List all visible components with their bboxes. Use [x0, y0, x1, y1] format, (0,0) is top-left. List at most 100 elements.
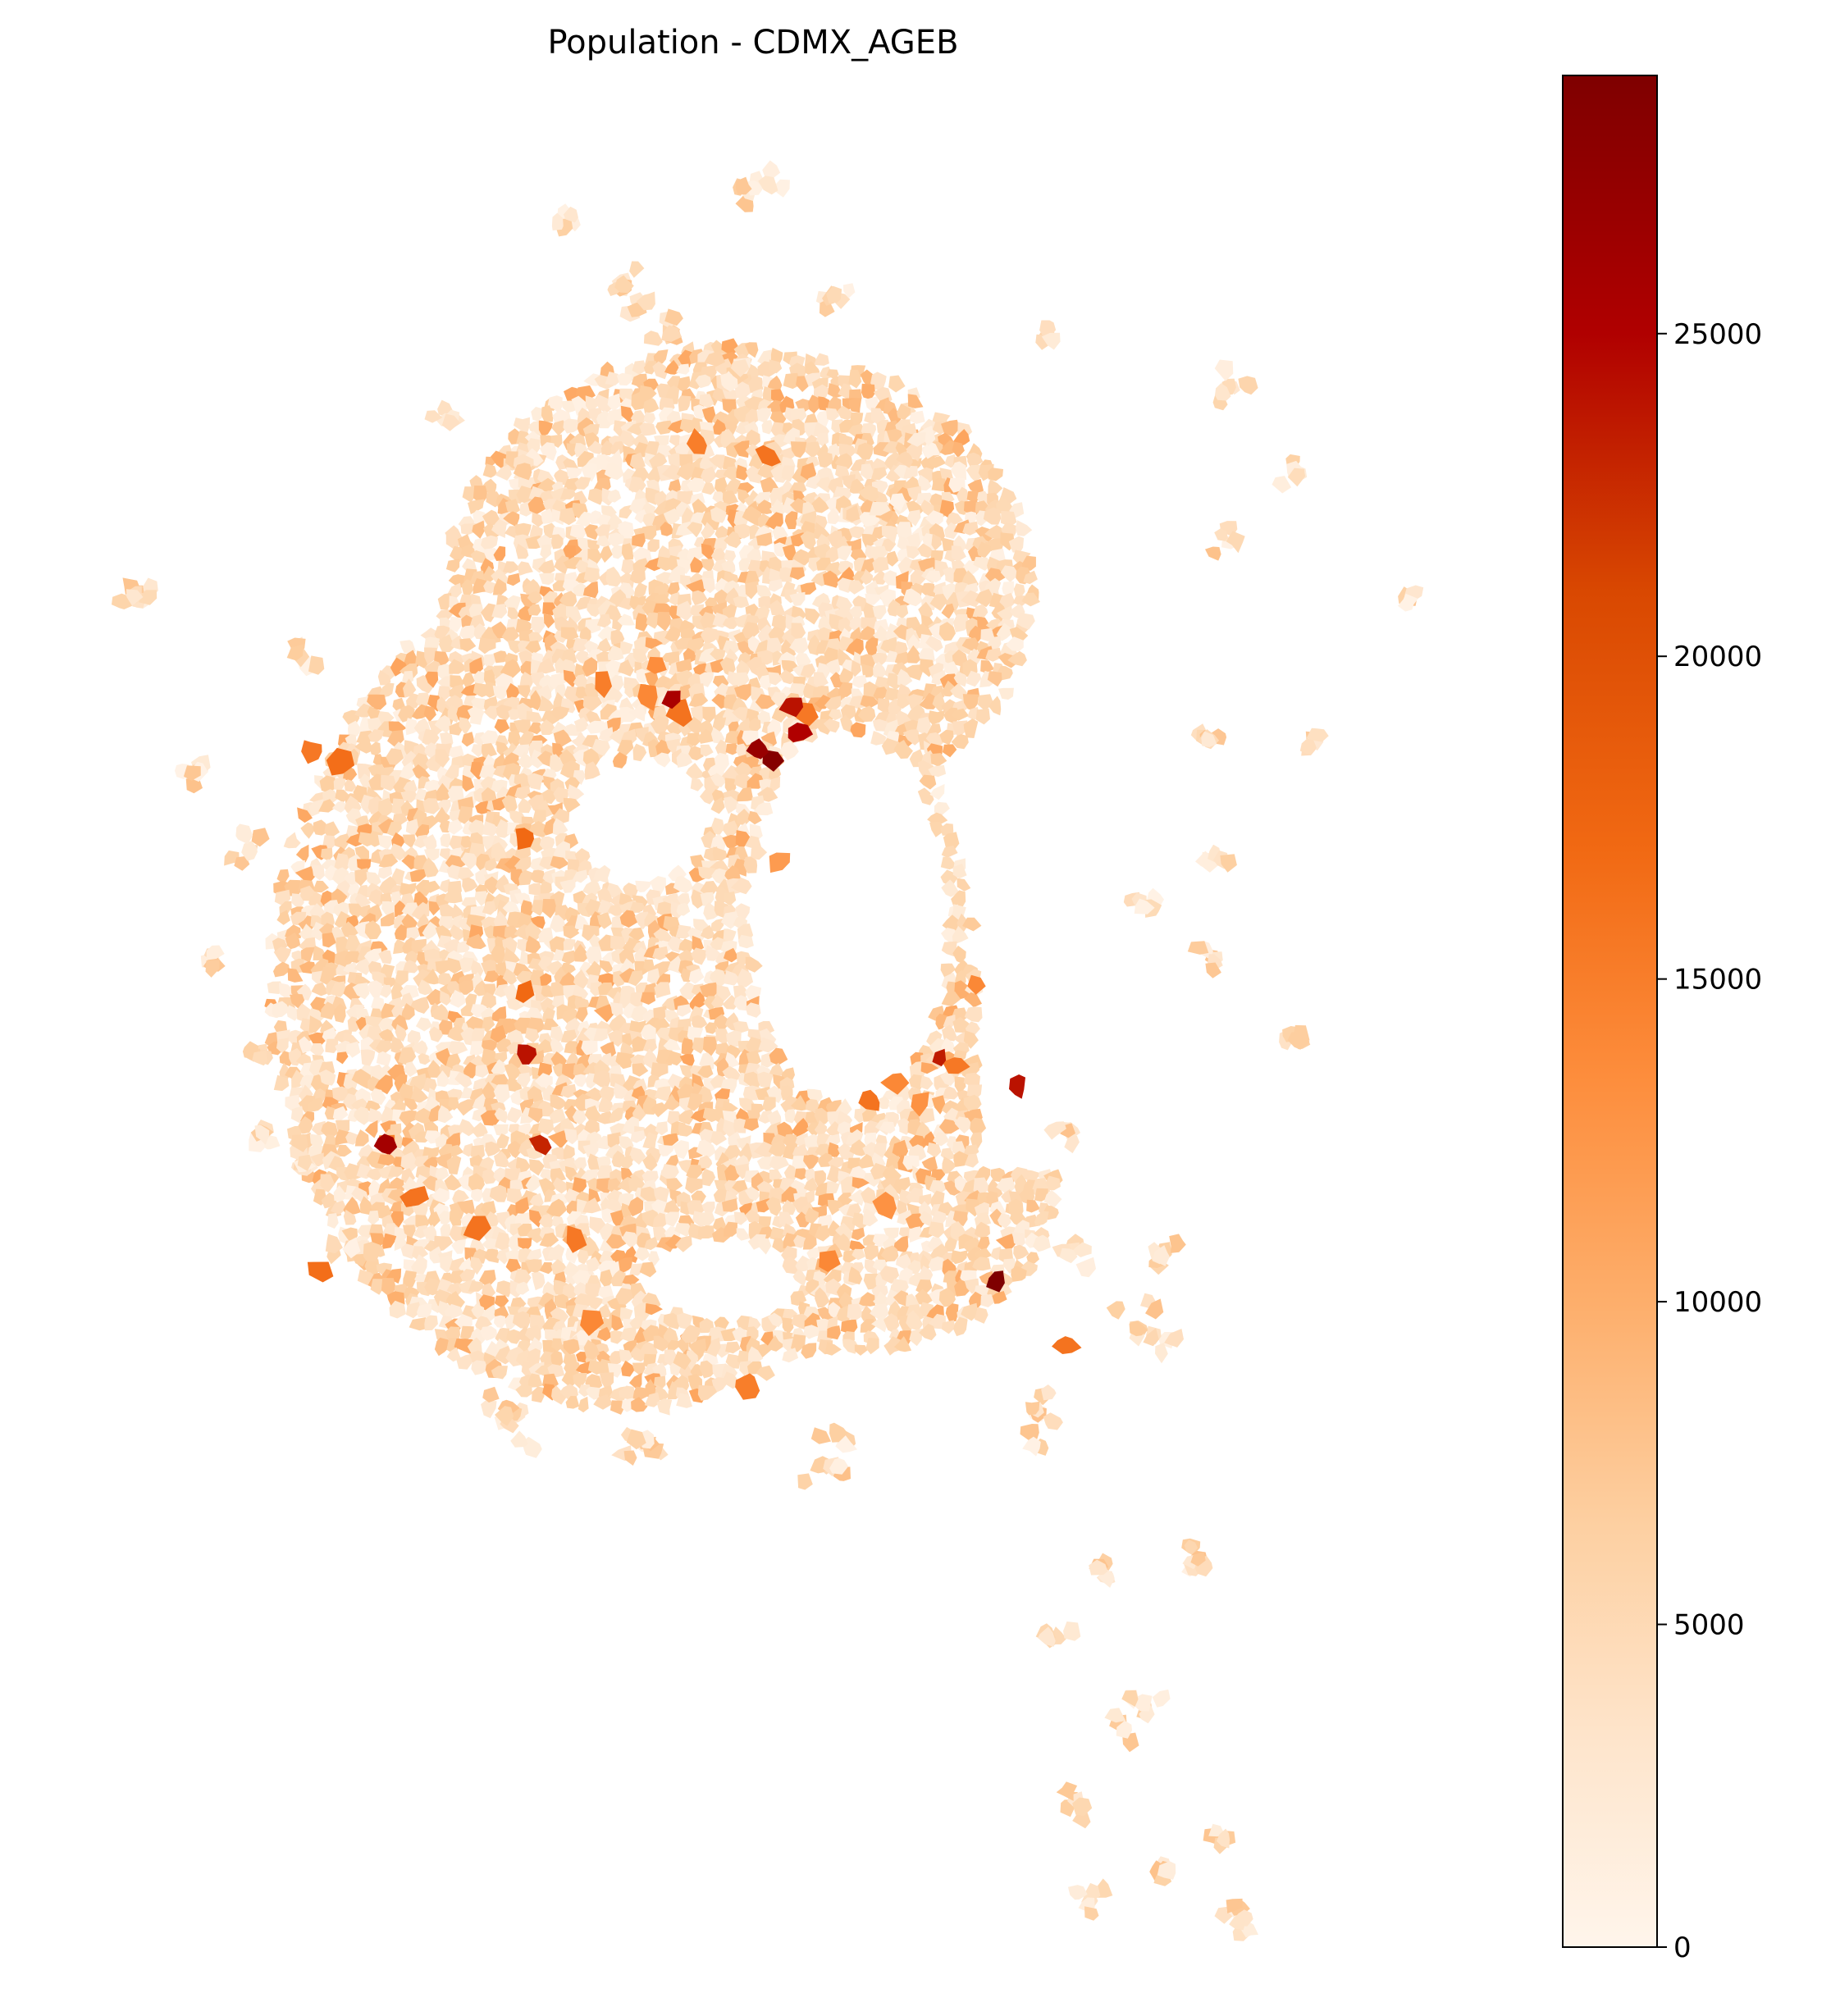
ageb-polygon [482, 1016, 495, 1033]
ageb-polygon [516, 1072, 531, 1089]
ageb-polygon [541, 899, 557, 919]
ageb-polygon [447, 705, 461, 723]
ageb-polygon [550, 1307, 569, 1324]
ageb-polygon [724, 571, 740, 586]
ageb-polygon [815, 1170, 826, 1187]
ageb-polygon [377, 797, 395, 819]
ageb-polygon [495, 1406, 514, 1426]
ageb-polygon [539, 836, 555, 851]
ageb-polygon [902, 729, 922, 746]
ageb-polygon [736, 176, 752, 195]
ageb-polygon [493, 545, 506, 561]
ageb-polygon [683, 648, 697, 663]
ageb-polygon [852, 674, 868, 688]
ageb-polygon [747, 1346, 764, 1365]
ageb-polygon [941, 603, 955, 619]
ageb-polygon [330, 981, 346, 997]
ageb-polygon [744, 342, 759, 358]
ageb-polygon [450, 924, 467, 942]
ageb-polygon [495, 1051, 508, 1064]
ageb-polygon [966, 670, 982, 687]
ageb-polygon [766, 637, 783, 656]
ageb-polygon [386, 748, 404, 765]
ageb-polygon [402, 960, 419, 974]
ageb-polygon [532, 512, 547, 527]
ageb-polygon [745, 1002, 761, 1018]
ageb-polygon [291, 893, 304, 910]
ageb-polygon [702, 1037, 718, 1056]
ageb-polygon [942, 1156, 957, 1174]
ageb-polygon [848, 369, 862, 389]
ageb-polygon-very-high [746, 738, 769, 759]
ageb-polygon [494, 1107, 508, 1124]
ageb-polygon [563, 797, 581, 814]
ageb-polygon [685, 1177, 703, 1194]
ageb-polygon [857, 705, 876, 723]
ageb-polygon [632, 1362, 646, 1377]
ageb-polygon [632, 1063, 649, 1077]
ageb-polygon [471, 1303, 485, 1320]
ageb-polygon [621, 1231, 640, 1248]
ageb-polygon [697, 1384, 718, 1401]
ageb-polygon [765, 1197, 782, 1216]
ageb-polygon [1143, 1328, 1159, 1347]
ageb-polygon [468, 1173, 485, 1193]
ageb-polygon [505, 499, 521, 516]
ageb-polygon [525, 1259, 543, 1274]
ageb-polygon [823, 718, 840, 733]
ageb-polygon [459, 1269, 477, 1282]
ageb-polygon [510, 1430, 528, 1448]
ageb-polygon [660, 1164, 679, 1181]
ageb-polygon [606, 408, 625, 426]
ageb-polygon [610, 1073, 627, 1090]
ageb-polygon [860, 463, 875, 481]
ageb-polygon [895, 604, 909, 619]
ageb-polygon [514, 719, 532, 734]
ageb-polygon [529, 1050, 545, 1065]
ageb-polygon [517, 751, 532, 769]
ageb-polygon [650, 715, 669, 735]
ageb-polygon [884, 686, 901, 701]
ageb-polygon [724, 1221, 737, 1237]
ageb-polygon [1157, 1861, 1176, 1880]
ageb-polygon [814, 1107, 833, 1126]
ageb-polygon [1187, 941, 1209, 955]
ageb-polygon [684, 1350, 699, 1371]
ageb-polygon [600, 960, 614, 974]
ageb-polygon [838, 617, 854, 633]
ageb-polygon [527, 1373, 543, 1388]
ageb-polygon [539, 1262, 554, 1275]
ageb-polygon [733, 440, 750, 458]
ageb-polygon [842, 1339, 859, 1354]
ageb-polygon [724, 550, 737, 563]
ageb-polygon [789, 498, 806, 515]
ageb-polygon [610, 629, 625, 645]
ageb-polygon [872, 718, 889, 732]
ageb-polygon [538, 695, 555, 712]
ageb-polygon [929, 1038, 946, 1056]
ageb-polygon [344, 779, 357, 792]
ageb-polygon [678, 1109, 696, 1125]
ageb-polygon [444, 889, 463, 904]
ageb-polygon [524, 1325, 541, 1343]
ageb-polygon [336, 1144, 352, 1157]
ageb-polygon [573, 1157, 587, 1172]
ageb-polygon [743, 856, 758, 873]
ageb-polygon [541, 405, 554, 422]
ageb-polygon [617, 582, 636, 601]
ageb-polygon [829, 1422, 848, 1443]
ageb-polygon [679, 1054, 695, 1067]
ageb-polygon [386, 1268, 402, 1284]
ageb-polygon [563, 206, 578, 223]
ageb-polygon [345, 1131, 358, 1145]
ageb-polygon [823, 570, 840, 588]
ageb-polygon [1398, 593, 1418, 612]
ageb-polygon [964, 1153, 979, 1168]
ageb-polygon [321, 847, 333, 861]
ageb-polygon [768, 1187, 785, 1205]
ageb-polygon [139, 590, 158, 605]
ageb-polygon [456, 705, 474, 722]
ageb-polygon [673, 1140, 689, 1160]
ageb-polygon [692, 499, 708, 517]
ageb-polygon [471, 1122, 488, 1138]
